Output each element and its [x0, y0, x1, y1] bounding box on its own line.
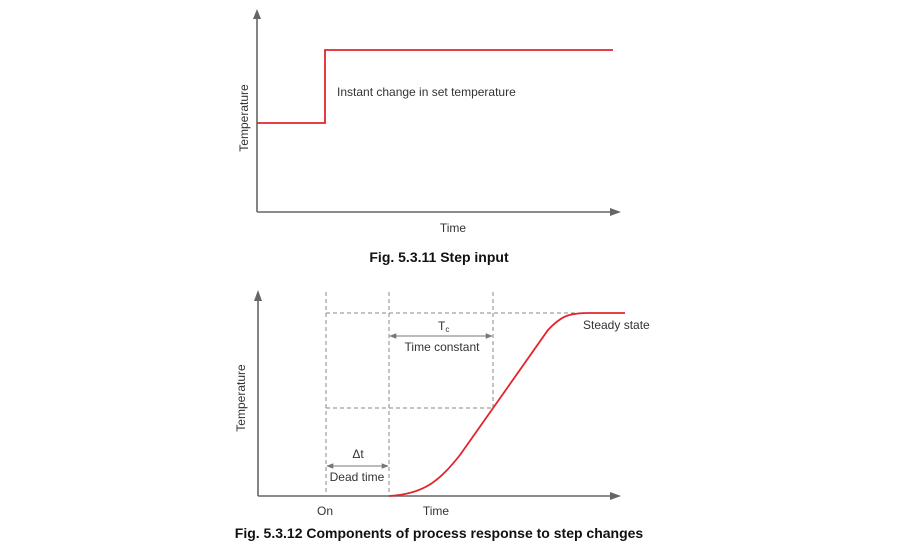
fig2-caption: Fig. 5.3.12 Components of process respon…: [235, 525, 644, 541]
fig1-caption: Fig. 5.3.11 Step input: [369, 249, 509, 265]
on-label: On: [317, 504, 333, 518]
steady-state-label: Steady state: [583, 318, 650, 332]
fig1-x-axis-label: Time: [440, 221, 467, 235]
step-annotation: Instant change in set temperature: [337, 85, 516, 99]
step-input-figure: Temperature Time Instant change in set t…: [237, 9, 621, 265]
fig2-y-axis-label: Temperature: [234, 364, 248, 432]
delta-t-label: Δt: [352, 447, 364, 461]
time-constant-label: Time constant: [405, 340, 481, 354]
fig1-y-axis-arrow-icon: [253, 9, 261, 19]
fig1-x-axis-arrow-icon: [610, 208, 621, 216]
process-response-figure: Tc Time constant Δt Dead time Steady sta…: [234, 290, 650, 541]
time-constant-symbol: Tc: [438, 319, 449, 334]
process-response-curve: [388, 312, 625, 497]
step-input-curve: [257, 49, 613, 124]
fig2-x-axis-label: Time: [423, 504, 450, 518]
fig1-y-axis-label: Temperature: [237, 84, 251, 152]
dead-time-label: Dead time: [330, 470, 385, 484]
fig2-y-axis-arrow-icon: [254, 290, 262, 301]
fig2-x-axis-arrow-icon: [610, 492, 621, 500]
